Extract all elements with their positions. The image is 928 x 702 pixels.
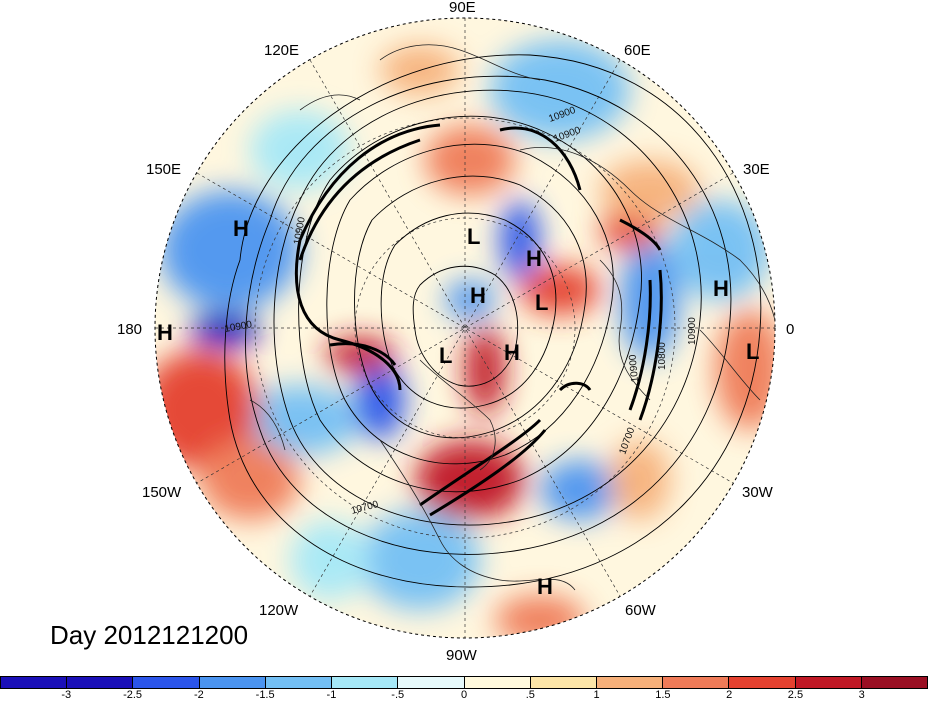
contour-label: 10800: [657, 342, 668, 370]
colorbar-segment: [133, 677, 200, 688]
contour-label: 10900: [224, 319, 254, 335]
colorbar-tick-label: -1: [326, 689, 337, 701]
lon-label-120e: 120E: [264, 42, 299, 59]
colorbar-labels: -3 -2.5 -2 -1.5 -1 -.5 0 .5 1 1.5 2 2.5 3: [0, 689, 928, 702]
colorbar-tick-label: .5: [525, 689, 535, 701]
high-center-marker: H: [233, 216, 249, 241]
colorbar-tick-label: -1.5: [255, 689, 275, 701]
colorbar-segment: [530, 677, 597, 688]
colorbar-tick-label: 3: [858, 689, 865, 701]
colorbar-segment: [67, 677, 134, 688]
colorbar-segment: [265, 677, 333, 688]
lon-label-90w: 90W: [446, 647, 478, 664]
colorbar-segment: [861, 677, 928, 688]
high-center-marker: H: [526, 246, 542, 271]
colorbar-segment: [332, 677, 399, 688]
colorbar-tick-label: 1: [593, 689, 600, 701]
contour-label: 10900: [628, 354, 641, 383]
high-center-marker: H: [157, 320, 173, 345]
low-center-marker: L: [535, 290, 548, 315]
colorbar: [0, 676, 928, 689]
high-center-marker: H: [537, 574, 553, 599]
lon-label-180: 180: [117, 321, 142, 338]
colorbar-segment: [663, 677, 730, 688]
lon-label-60w: 60W: [625, 602, 657, 619]
lon-label-150w: 150W: [142, 484, 182, 501]
colorbar-segment: [795, 677, 862, 688]
high-center-marker: H: [470, 283, 486, 308]
colorbar-tick-label: 1.5: [655, 689, 671, 701]
colorbar-tick-label: -3: [61, 689, 72, 701]
pressure-centers: H H L H H L L H H L H: [157, 216, 759, 599]
map-boundary: [154, 17, 776, 639]
lon-label-120w: 120W: [259, 602, 299, 619]
graticule: [155, 18, 775, 638]
lon-label-30e: 30E: [743, 161, 770, 178]
low-center-marker: L: [467, 224, 480, 249]
lon-label-30w: 30W: [742, 484, 774, 501]
lon-label-0: 0: [786, 321, 794, 338]
colorbar-segment: [464, 677, 531, 688]
map-title: Day 2012121200: [50, 620, 249, 650]
lon-label-150e: 150E: [146, 161, 181, 178]
colorbar-tick-label: 2.5: [787, 689, 804, 701]
colorbar-segment: [729, 677, 796, 688]
colorbar-segment: [199, 677, 266, 688]
low-center-marker: L: [439, 343, 452, 368]
contour-label: 10900: [292, 216, 308, 246]
colorbar-tick-label: -2: [193, 689, 204, 701]
lon-label-90e: 90E: [449, 0, 476, 16]
colorbar-tick-label: 2: [726, 689, 733, 701]
contour-label: 10900: [687, 317, 698, 345]
colorbar-segment: [1, 677, 68, 688]
colorbar-segment: [398, 677, 465, 688]
colorbar-tick-label: -.5: [391, 689, 405, 701]
low-center-marker: L: [746, 339, 759, 364]
lon-label-60e: 60E: [624, 42, 651, 59]
high-center-marker: H: [713, 276, 729, 301]
longitude-labels: 90E 120E 60E 150E 30E 180 0 150W 30W 120…: [117, 0, 794, 664]
high-center-marker: H: [504, 340, 520, 365]
colorbar-segment: [596, 677, 664, 688]
colorbar-tick-label: 0: [460, 689, 468, 701]
coastlines: [249, 44, 775, 591]
height-contours: [224, 54, 762, 588]
colorbar-tick-label: -2.5: [123, 689, 143, 701]
